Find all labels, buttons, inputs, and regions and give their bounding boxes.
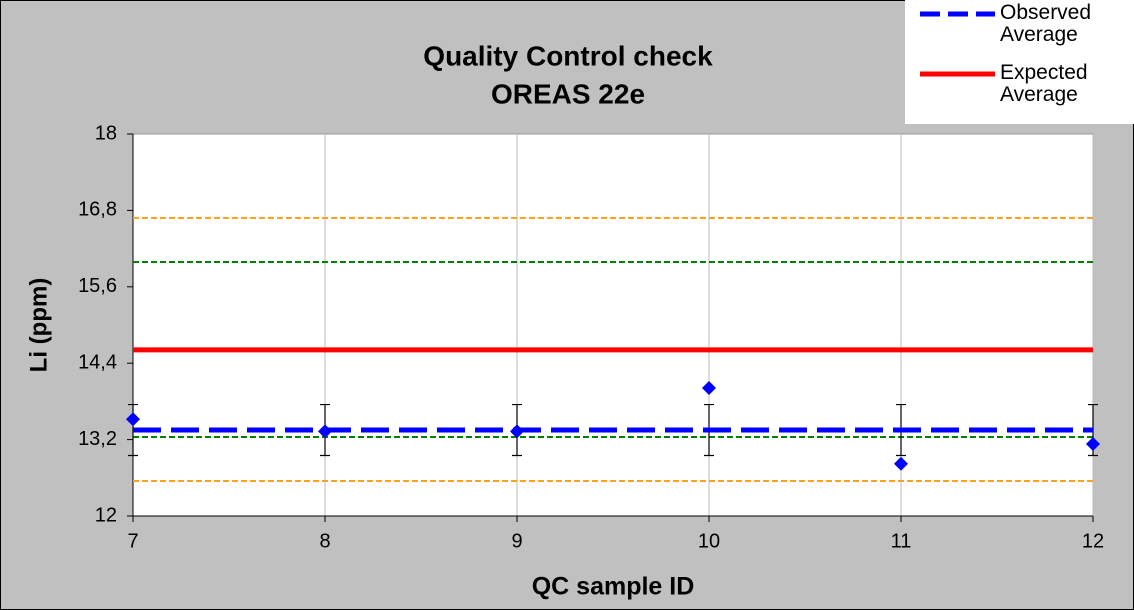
- data-point: [318, 424, 332, 439]
- chart-subtitle: OREAS 22e: [491, 78, 645, 109]
- legend: [905, 0, 1134, 124]
- y-tick-label: 18: [95, 122, 117, 144]
- data-point: [126, 412, 140, 427]
- x-tick-label: 12: [1082, 530, 1104, 552]
- x-tick-label: 10: [698, 530, 720, 552]
- y-tick-label: 12: [95, 504, 117, 526]
- y-tick-label: 15,6: [78, 275, 117, 297]
- plot-area: [132, 133, 1094, 517]
- data-point: [702, 381, 716, 396]
- x-tick-label: 11: [891, 530, 912, 552]
- y-tick-label: 14,4: [78, 351, 117, 373]
- legend-label: Observed Average: [1000, 1, 1092, 46]
- x-tick-label: 9: [511, 530, 522, 552]
- chart-title: Quality Control check: [423, 40, 713, 71]
- y-axis-label: Li (ppm): [25, 278, 52, 373]
- x-axis-label: QC sample ID: [532, 573, 695, 601]
- data-point: [894, 456, 908, 471]
- legend-label: Expected Average: [1000, 61, 1088, 106]
- data-point: [510, 424, 524, 439]
- data-point: [1086, 437, 1100, 452]
- x-tick-label: 7: [127, 530, 138, 552]
- x-tick-label: 8: [319, 530, 330, 552]
- y-tick-label: 13,2: [78, 428, 117, 450]
- y-tick-label: 16,8: [78, 199, 117, 221]
